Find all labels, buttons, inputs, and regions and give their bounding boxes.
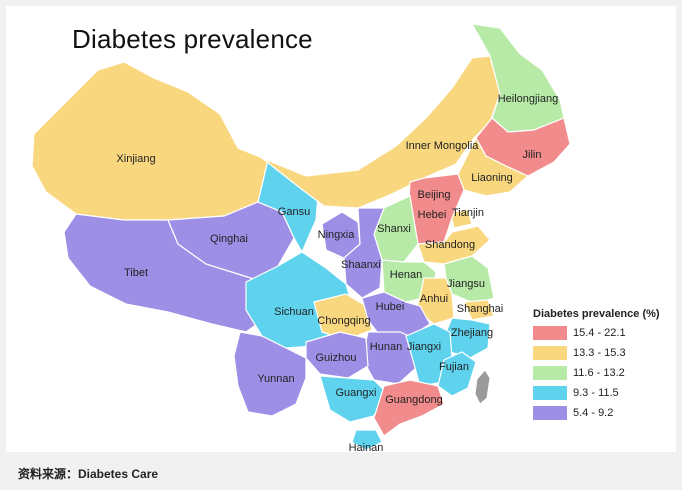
region-label-guangxi: Guangxi xyxy=(336,387,377,399)
region-label-xinjiang: Xinjiang xyxy=(116,153,155,165)
region-shaanxi xyxy=(343,207,385,299)
region-label-fujian: Fujian xyxy=(439,361,469,373)
region-label-ningxia: Ningxia xyxy=(318,229,356,241)
region-xinjiang xyxy=(31,61,269,221)
region-label-liaoning: Liaoning xyxy=(471,172,513,184)
region-guangdong xyxy=(373,379,445,437)
map-panel: Xinjiang Tibet Qinghai Gansu Inner Mongolia H… xyxy=(6,6,676,452)
legend-title: Diabetes prevalence (%) xyxy=(533,308,660,320)
legend-swatch xyxy=(533,406,567,420)
taiwan-shape xyxy=(474,369,491,405)
region-label-hunan: Hunan xyxy=(370,341,402,353)
region-label-henan: Henan xyxy=(390,269,422,281)
region-label-heilongjiang: Heilongjiang xyxy=(498,93,559,105)
legend-swatch xyxy=(533,346,567,360)
legend-swatch xyxy=(533,366,567,380)
region-label-zhejiang: Zhejiang xyxy=(451,327,493,339)
labels-layer: Xinjiang Tibet Qinghai Gansu Inner Mongolia H… xyxy=(116,93,558,452)
region-label-yunnan: Yunnan xyxy=(257,373,294,385)
region-label-shaanxi: Shaanxi xyxy=(341,259,381,271)
region-label-shanxi: Shanxi xyxy=(377,223,411,235)
region-chongqing xyxy=(313,293,373,341)
region-label-shandong: Shandong xyxy=(425,239,475,251)
region-label-hainan: Hainan xyxy=(349,442,384,452)
region-label-guizhou: Guizhou xyxy=(316,352,357,364)
region-label-anhui: Anhui xyxy=(420,293,448,305)
legend-label: 5.4 - 9.2 xyxy=(573,407,614,419)
region-label-jilin: Jilin xyxy=(523,149,542,161)
region-hubei xyxy=(361,291,431,339)
regions-layer xyxy=(31,23,571,451)
region-label-beijing: Beijing xyxy=(417,189,450,201)
region-label-tianjin: Tianjin xyxy=(452,207,484,219)
region-guizhou xyxy=(305,331,369,379)
region-shandong xyxy=(417,225,491,265)
figure-frame: Xinjiang Tibet Qinghai Gansu Inner Mongolia H… xyxy=(6,6,676,452)
region-label-shanghai: Shanghai xyxy=(457,303,504,315)
region-label-hubei: Hubei xyxy=(376,301,405,313)
region-label-tibet: Tibet xyxy=(124,267,148,279)
region-label-jiangsu: Jiangsu xyxy=(447,278,485,290)
legend-swatch xyxy=(533,386,567,400)
map-title: Diabetes prevalence xyxy=(72,24,313,54)
region-label-hebei: Hebei xyxy=(418,209,447,221)
legend-label: 9.3 - 11.5 xyxy=(573,387,619,399)
region-hainan xyxy=(351,429,383,451)
region-label-gansu: Gansu xyxy=(278,206,310,218)
legend-label: 15.4 - 22.1 xyxy=(573,327,626,339)
region-label-qinghai: Qinghai xyxy=(210,233,248,245)
legend-label: 13.3 - 15.3 xyxy=(573,347,626,359)
legend-swatch xyxy=(533,326,567,340)
china-map: Xinjiang Tibet Qinghai Gansu Inner Mongolia H… xyxy=(31,23,571,452)
region-label-inner-mongolia: Inner Mongolia xyxy=(406,140,480,152)
region-shanghai xyxy=(463,299,495,321)
region-tianjin xyxy=(449,209,473,229)
source-note: 资料来源：Diabetes Care xyxy=(18,467,159,481)
region-label-chongqing: Chongqing xyxy=(317,315,370,327)
region-anhui xyxy=(415,277,455,325)
region-yunnan xyxy=(233,331,307,417)
region-label-jiangxi: Jiangxi xyxy=(407,341,441,353)
region-label-sichuan: Sichuan xyxy=(274,306,314,318)
legend-label: 11.6 - 13.2 xyxy=(573,367,625,379)
region-label-guangdong: Guangdong xyxy=(385,394,443,406)
